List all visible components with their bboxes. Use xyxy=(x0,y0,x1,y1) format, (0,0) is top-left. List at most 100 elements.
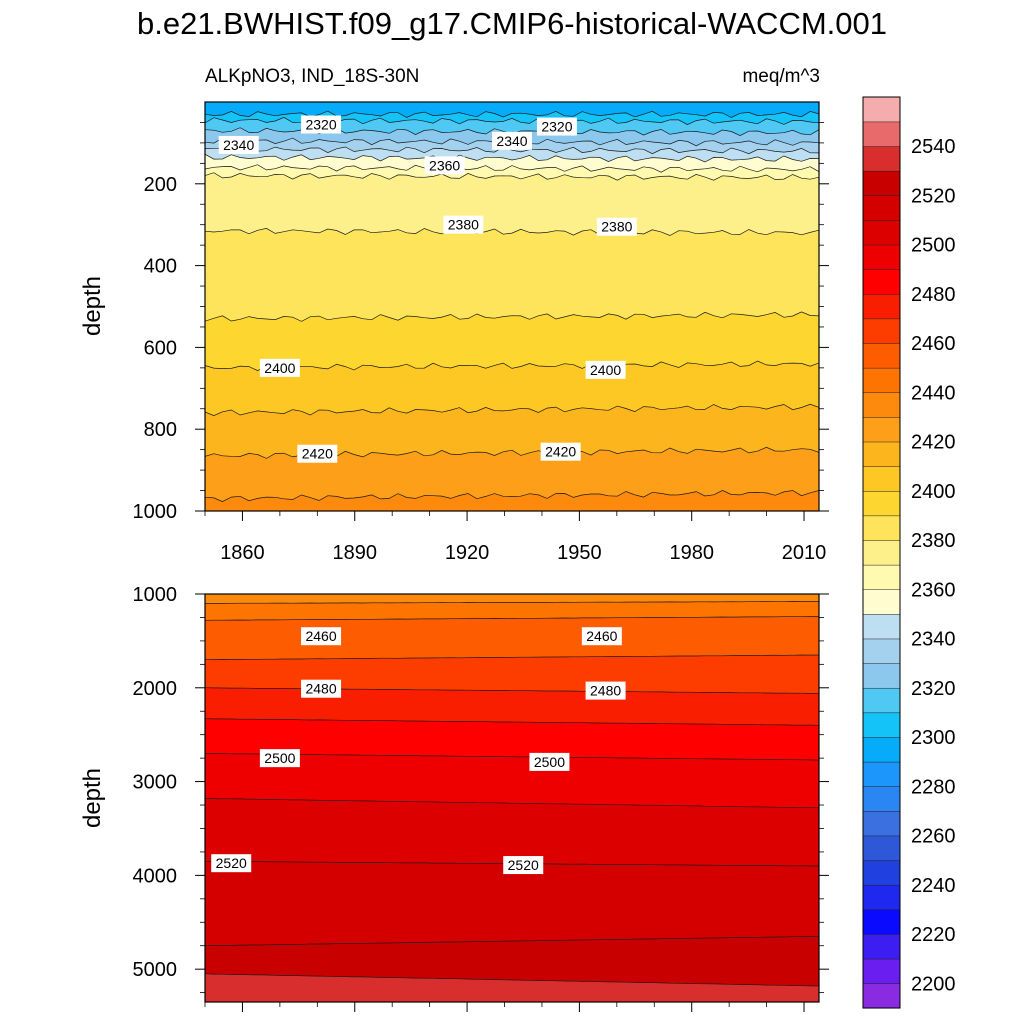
lower-contour-label: 2480 xyxy=(301,679,342,698)
upper-contour-label-text: 2340 xyxy=(496,133,527,149)
upper-contour-2390 xyxy=(205,311,819,322)
lower-contour-label-text: 2520 xyxy=(216,855,247,871)
colorbar-tick-label: 2340 xyxy=(911,629,956,651)
upper-contour-label-text: 2400 xyxy=(264,360,295,376)
x-tick-label: 2010 xyxy=(782,542,827,564)
colorbar-tick-label: 2220 xyxy=(911,924,956,946)
upper-contour-label: 2320 xyxy=(536,117,577,136)
lower-y-tick-label: 2000 xyxy=(133,678,178,700)
lower-contour-label-text: 2520 xyxy=(508,857,539,873)
lower-contour-label-box xyxy=(585,681,626,700)
upper-contour-label-box xyxy=(585,360,626,379)
upper-contour-label: 2400 xyxy=(585,360,626,379)
upper-contour-label: 2340 xyxy=(492,131,532,150)
upper-contour-label: 2360 xyxy=(424,156,465,175)
lower-y-tick-label: 1000 xyxy=(133,584,178,606)
colorbar-swatch xyxy=(862,613,901,640)
lower-contour-label: 2520 xyxy=(503,856,544,875)
colorbar-frame xyxy=(862,96,901,1009)
upper-contour-2370 xyxy=(205,172,819,181)
colorbar-swatch xyxy=(862,490,901,517)
lower-axis-ticks: 1000 2000 3000 4000 5000 xyxy=(133,584,829,1012)
upper-filled-contours xyxy=(205,102,819,511)
colorbar-swatch xyxy=(862,244,901,270)
variable-label: ALKpNO3, IND_18S-30N xyxy=(205,66,419,87)
x-tick-label: 1890 xyxy=(333,542,378,564)
upper-contour-label-box xyxy=(492,131,532,150)
lower-band-2530 xyxy=(205,973,819,1002)
x-tick-label: 1860 xyxy=(220,542,265,564)
lower-contour-label: 2480 xyxy=(585,681,626,700)
colorbar-swatch xyxy=(862,416,901,443)
colorbar-tick-label: 2200 xyxy=(911,973,956,995)
colorbar-swatch xyxy=(862,909,901,935)
upper-contour-label-text: 2360 xyxy=(429,157,460,173)
lower-contour-label: 2500 xyxy=(529,752,570,771)
colorbar-swatch xyxy=(862,145,901,172)
colorbar-swatch xyxy=(862,638,901,664)
lower-plot-frame xyxy=(204,593,820,1003)
upper-contour-2380 xyxy=(205,228,819,236)
colorbar-swatch xyxy=(862,884,901,911)
colorbar-tick-label: 2540 xyxy=(911,136,956,158)
lower-contour-label-box xyxy=(581,627,622,646)
colorbar-swatch xyxy=(862,441,901,467)
colorbar-swatch xyxy=(862,219,901,246)
upper-contour-label-box xyxy=(596,217,637,236)
colorbar-swatch xyxy=(862,466,901,492)
colorbar-swatch xyxy=(862,983,901,1009)
lower-contour-label-box xyxy=(211,854,252,873)
units-label: meq/m^3 xyxy=(742,66,820,87)
upper-contour-label-text: 2400 xyxy=(590,362,621,378)
lower-contour-label-box xyxy=(301,627,342,646)
lower-y-tick-label: 5000 xyxy=(133,959,178,981)
lower-contour-label: 2460 xyxy=(581,627,622,646)
upper-y-tick-label: 600 xyxy=(144,337,177,359)
colorbar-tick-label: 2420 xyxy=(911,432,956,454)
colorbar-tick-label: 2360 xyxy=(911,579,956,601)
upper-contour-label-box xyxy=(259,358,300,377)
colorbar-tick-label: 2400 xyxy=(911,481,956,503)
upper-contour-label: 2380 xyxy=(443,215,484,234)
colorbar-swatch xyxy=(862,786,901,812)
upper-contour-label-box xyxy=(424,156,465,175)
upper-contour-2430 xyxy=(205,490,819,502)
upper-contour-label-text: 2380 xyxy=(601,219,632,235)
lower-contour-label-box xyxy=(301,679,342,698)
lower-contour-2440 xyxy=(205,601,819,604)
figure-title: b.e21.BWHIST.f09_g17.CMIP6-historical-WA… xyxy=(137,6,887,41)
lower-contour-label-box xyxy=(529,752,570,771)
colorbar-swatch xyxy=(862,121,901,147)
lower-contour-2450 xyxy=(205,616,819,621)
upper-contour-label-box xyxy=(297,444,338,463)
colorbar-swatch xyxy=(862,170,901,197)
upper-contour-2360 xyxy=(205,164,819,173)
upper-contour-2350 xyxy=(205,153,819,163)
colorbar-swatch xyxy=(862,564,901,590)
lower-contour-label-text: 2460 xyxy=(305,628,336,644)
colorbar-tick-label: 2380 xyxy=(911,530,956,552)
lower-contour-label-box xyxy=(503,856,544,875)
upper-y-tick-label: 800 xyxy=(144,419,177,441)
colorbar-swatch xyxy=(862,761,901,787)
colorbar-swatch xyxy=(862,318,901,344)
upper-contour-2300 xyxy=(205,110,819,118)
colorbar: 2200 2220 2240 2260 2280 2300 2320 2340 2360 2380… xyxy=(862,96,956,1009)
colorbar-swatch xyxy=(862,269,901,295)
upper-contour-labels: 2320 2340 2340 2320 2360 2380 2380 2400 2400 2420… xyxy=(218,115,637,463)
colorbar-swatch xyxy=(862,392,901,418)
upper-y-axis-label: depth xyxy=(79,276,106,336)
upper-axis-ticks: 200 400 600 800 1000 1860 1890 1920 1950 1980 2010 xyxy=(133,122,829,564)
upper-contour-label: 2420 xyxy=(540,442,581,461)
upper-contour-label-box xyxy=(540,442,581,461)
lower-contour-labels: 2460 2460 2480 2480 2500 2500 2520 2520 xyxy=(211,627,626,875)
x-tick-label: 1920 xyxy=(445,542,490,564)
colorbar-swatch xyxy=(862,933,901,960)
lower-y-axis-label: depth xyxy=(79,768,106,828)
colorbar-swatch xyxy=(862,589,901,615)
colorbar-swatch xyxy=(862,835,901,861)
colorbar-swatch xyxy=(862,195,901,221)
colorbar-tick-label: 2260 xyxy=(911,826,956,848)
lower-y-tick-label: 4000 xyxy=(133,865,178,887)
